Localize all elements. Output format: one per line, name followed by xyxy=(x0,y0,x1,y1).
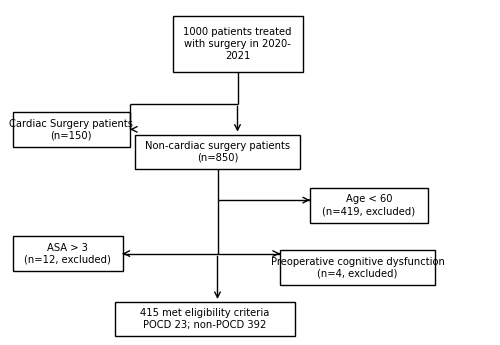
Text: Age < 60
(n=419, excluded): Age < 60 (n=419, excluded) xyxy=(322,195,416,216)
FancyBboxPatch shape xyxy=(115,302,295,336)
FancyBboxPatch shape xyxy=(172,16,302,72)
Text: 415 met eligibility criteria
POCD 23; non-POCD 392: 415 met eligibility criteria POCD 23; no… xyxy=(140,308,270,330)
Text: ASA > 3
(n=12, excluded): ASA > 3 (n=12, excluded) xyxy=(24,243,111,264)
Text: 1000 patients treated
with surgery in 2020-
2021: 1000 patients treated with surgery in 20… xyxy=(183,27,292,61)
FancyBboxPatch shape xyxy=(12,112,130,147)
Text: Cardiac Surgery patients
(n=150): Cardiac Surgery patients (n=150) xyxy=(9,119,133,140)
FancyBboxPatch shape xyxy=(135,135,300,169)
FancyBboxPatch shape xyxy=(12,236,122,271)
FancyBboxPatch shape xyxy=(310,188,428,223)
FancyBboxPatch shape xyxy=(280,250,435,285)
Text: Non-cardiac surgery patients
(n=850): Non-cardiac surgery patients (n=850) xyxy=(145,141,290,162)
Text: Preoperative cognitive dysfunction
(n=4, excluded): Preoperative cognitive dysfunction (n=4,… xyxy=(270,257,444,278)
